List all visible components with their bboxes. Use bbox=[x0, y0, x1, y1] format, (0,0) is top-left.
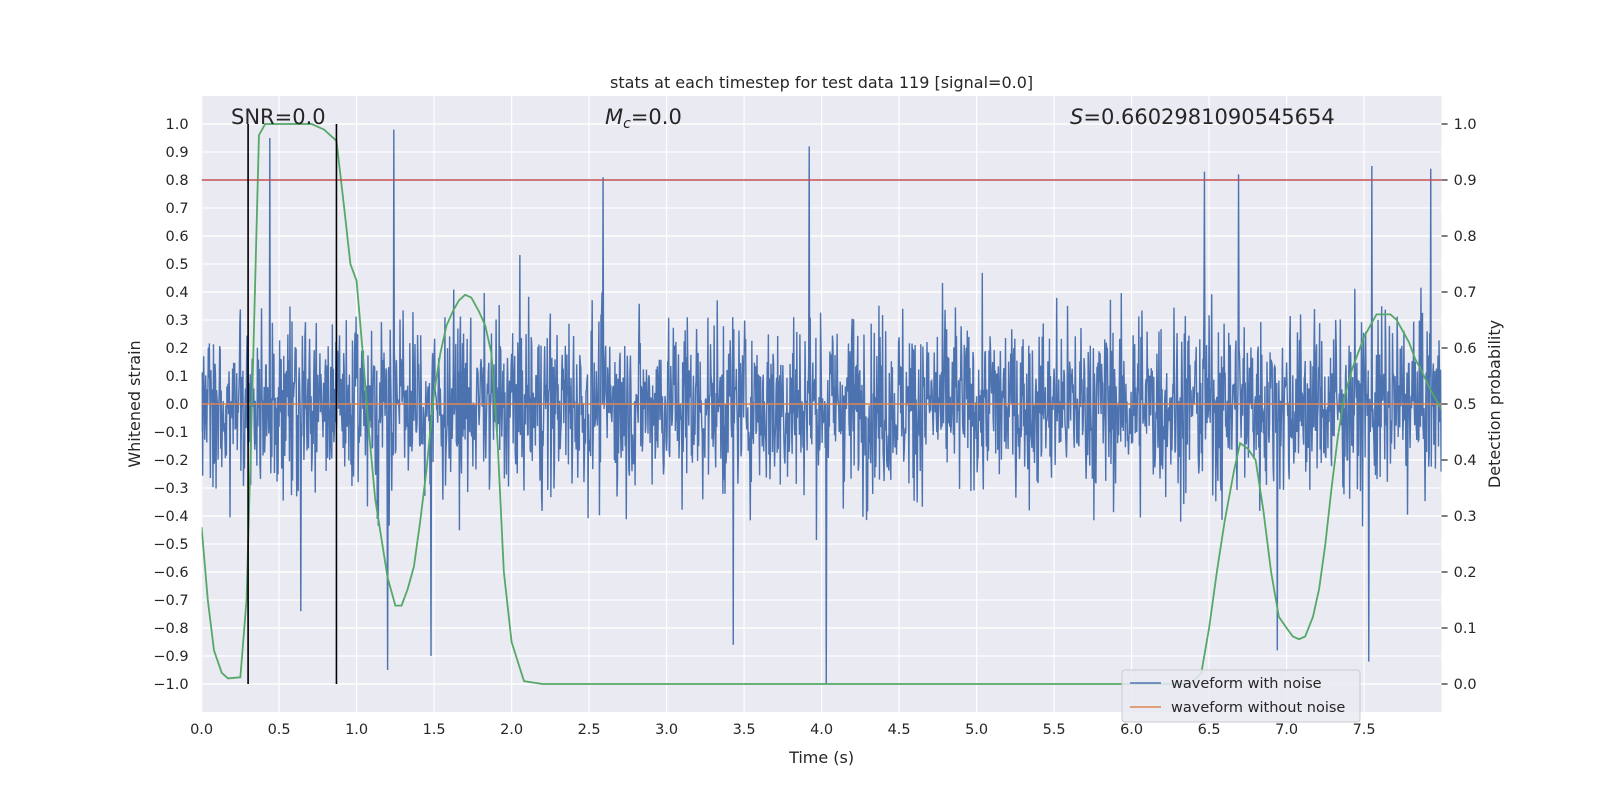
y-right-axis-ticks: 1.0 0.9 0.8 0.7 0.6 0.5 0.4 0.3 0.2 0.1 0.0 bbox=[1441, 117, 1477, 693]
x-tick-label: 5.0 bbox=[965, 722, 988, 738]
y-tick-label: 0.6 bbox=[166, 229, 189, 245]
chirp-mass-annotation: Mc=0.0 bbox=[605, 105, 682, 132]
legend-box bbox=[1121, 669, 1361, 723]
y-tick-label: 0.3 bbox=[166, 313, 189, 329]
x-tick-label: 5.5 bbox=[1043, 722, 1066, 738]
y-right-tick-label: 0.1 bbox=[1454, 621, 1477, 637]
y-right-tick-label: 0.5 bbox=[1454, 397, 1477, 413]
x-axis-ticks: 0.0 0.5 1.0 1.5 2.0 2.5 3.0 3.5 4.0 4.5 5.0 5.5 6.0 6… bbox=[190, 722, 1376, 738]
y-right-tick-label: 1.0 bbox=[1454, 117, 1477, 133]
y-right-tick-label: 0.3 bbox=[1454, 509, 1477, 525]
y-tick-label: −0.4 bbox=[153, 509, 188, 525]
x-tick-label: 1.0 bbox=[345, 722, 368, 738]
mc-subscript: c bbox=[623, 116, 631, 132]
x-tick-label: 1.5 bbox=[423, 722, 446, 738]
x-tick-label: 6.0 bbox=[1120, 722, 1143, 738]
y-axis-label: Whitened strain bbox=[125, 340, 144, 467]
y-axis-ticks: 1.0 0.9 0.8 0.7 0.6 0.5 0.4 0.3 0.2 0.1 0.0 −0.1 −0.… bbox=[153, 117, 188, 693]
s-value: =0.6602981090545654 bbox=[1083, 105, 1334, 129]
x-tick-label: 3.0 bbox=[655, 722, 678, 738]
y-tick-label: −0.7 bbox=[153, 593, 188, 609]
s-symbol: S bbox=[1070, 105, 1083, 129]
x-axis-label: Time (s) bbox=[788, 748, 854, 767]
x-tick-label: 6.5 bbox=[1198, 722, 1221, 738]
y-tick-label: −0.6 bbox=[153, 565, 188, 581]
y-tick-label: −1.0 bbox=[153, 677, 188, 693]
y-tick-label: −0.5 bbox=[153, 537, 188, 553]
y-tick-label: 0.4 bbox=[166, 285, 189, 301]
x-tick-label: 0.0 bbox=[190, 722, 213, 738]
x-tick-label: 3.5 bbox=[733, 722, 756, 738]
data-layer bbox=[201, 123, 1442, 685]
x-tick-label: 2.5 bbox=[578, 722, 601, 738]
y-tick-label: −0.2 bbox=[153, 453, 188, 469]
y-tick-label: 1.0 bbox=[166, 117, 189, 133]
y-tick-label: −0.1 bbox=[153, 425, 188, 441]
x-tick-label: 7.5 bbox=[1353, 722, 1376, 738]
legend-label-waveform-with-noise: waveform with noise bbox=[1171, 676, 1322, 692]
y-right-tick-label: 0.0 bbox=[1454, 677, 1477, 693]
y-right-tick-label: 0.8 bbox=[1454, 229, 1477, 245]
series-waveform-with-noise bbox=[201, 129, 1442, 685]
legend-label-waveform-without-noise: waveform without noise bbox=[1171, 700, 1345, 716]
y-tick-label: −0.3 bbox=[153, 481, 188, 497]
y-right-tick-label: 0.7 bbox=[1454, 285, 1477, 301]
x-tick-label: 7.0 bbox=[1275, 722, 1298, 738]
y-tick-label: 0.5 bbox=[166, 257, 189, 273]
snr-annotation: SNR=0.0 bbox=[231, 105, 326, 129]
series-detection-probability bbox=[201, 123, 1442, 685]
y-tick-label: −0.9 bbox=[153, 649, 188, 665]
x-tick-label: 4.0 bbox=[810, 722, 833, 738]
x-tick-label: 2.0 bbox=[500, 722, 523, 738]
chart-title: stats at each timestep for test data 119… bbox=[610, 73, 1033, 92]
y-tick-label: −0.8 bbox=[153, 621, 188, 637]
y-right-tick-label: 0.9 bbox=[1454, 173, 1477, 189]
y-tick-label: 0.8 bbox=[166, 173, 189, 189]
x-tick-label: 0.5 bbox=[268, 722, 291, 738]
y-tick-label: 0.2 bbox=[166, 341, 189, 357]
y-right-tick-label: 0.6 bbox=[1454, 341, 1477, 357]
score-annotation: S=0.6602981090545654 bbox=[1070, 105, 1335, 129]
y-right-tick-label: 0.2 bbox=[1454, 565, 1477, 581]
y-right-tick-label: 0.4 bbox=[1454, 453, 1477, 469]
x-tick-label: 4.5 bbox=[888, 722, 911, 738]
y-tick-label: 0.1 bbox=[166, 369, 189, 385]
y-tick-label: 0.7 bbox=[166, 201, 189, 217]
y-right-axis-label: Detection probability bbox=[1485, 320, 1504, 488]
mc-symbol: M bbox=[605, 105, 623, 129]
y-tick-label: 0.0 bbox=[166, 397, 189, 413]
mc-value: =0.0 bbox=[631, 105, 682, 129]
legend: waveform with noise waveform without noi… bbox=[1121, 669, 1361, 723]
y-tick-label: 0.9 bbox=[166, 145, 189, 161]
